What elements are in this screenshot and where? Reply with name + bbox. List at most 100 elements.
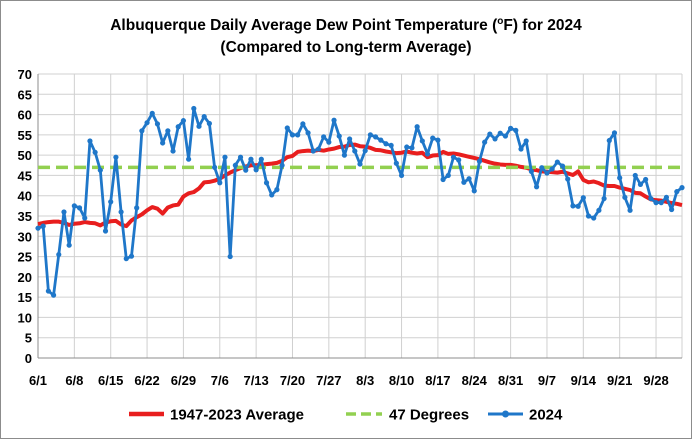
y-tick-label: 0 [25,351,32,366]
data-point-2024 [206,120,212,127]
data-point-2024 [92,149,98,155]
data-point-2024 [565,176,571,182]
data-point-2024 [50,292,57,298]
data-point-2024 [409,145,415,151]
data-point-2024 [637,181,644,187]
x-tick-label: 6/8 [65,373,83,388]
data-point-2024 [663,194,670,200]
data-point-2024 [237,154,244,160]
y-tick-label: 50 [18,148,32,163]
data-point-2024 [191,105,197,112]
data-point-2024 [679,185,685,191]
y-tick-label: 70 [18,67,32,82]
legend-2024-marker [502,410,509,418]
y-tick-label: 25 [18,250,32,265]
legend-2024-label: 2024 [529,407,563,424]
data-point-2024 [617,175,623,181]
data-point-2024 [61,209,67,215]
data-point-2024 [217,180,223,186]
data-point-2024 [461,179,467,185]
data-point-2024 [186,156,192,162]
x-tick-label: 7/13 [243,373,268,388]
data-point-2024 [118,209,124,215]
data-point-2024 [372,134,379,140]
data-point-2024 [611,130,618,136]
data-point-2024 [398,172,405,179]
data-point-2024 [201,114,207,120]
data-point-2024 [341,152,348,158]
y-tick-label: 40 [18,189,32,204]
data-point-2024 [56,251,62,258]
data-point-2024 [211,164,218,170]
data-point-2024 [528,168,534,174]
data-point-2024 [508,125,514,131]
data-point-2024 [66,242,72,248]
data-point-2024 [419,138,425,144]
data-point-2024 [357,161,363,167]
data-point-2024 [456,157,462,163]
data-point-2024 [315,146,322,152]
chart-title-end: F) for 2024 [503,17,582,34]
chart-subtitle: (Compared to Long-term Average) [220,39,471,56]
x-tick-label: 6/15 [98,373,123,388]
data-point-2024 [274,187,280,193]
data-point-2024 [575,203,581,209]
data-point-2024 [305,130,311,136]
data-point-2024 [559,163,566,169]
legend-47-degrees-label: 47 Degrees [389,407,469,424]
data-point-2024 [82,215,88,221]
data-point-2024 [134,205,140,211]
data-point-2024 [596,207,602,213]
data-point-2024 [518,146,524,152]
y-tick-label: 35 [18,209,32,224]
data-point-2024 [232,162,238,168]
data-point-2024 [585,213,592,219]
data-point-2024 [160,140,166,146]
x-tick-label: 6/29 [171,373,196,388]
data-point-2024 [450,154,457,160]
data-point-2024 [139,128,145,134]
data-point-2024 [533,184,540,190]
x-tick-label: 9/14 [571,373,597,388]
data-point-2024 [289,132,296,138]
data-point-2024 [248,156,254,162]
data-point-2024 [487,131,493,137]
data-point-2024 [622,194,628,200]
data-point-2024 [279,162,285,168]
data-point-2024 [523,138,529,144]
data-point-2024 [144,120,150,126]
data-point-2024 [175,124,181,130]
data-point-2024 [149,110,155,116]
data-point-2024 [404,144,410,150]
chart-title-degree: o [497,16,503,27]
y-tick-label: 10 [18,310,32,325]
data-point-2024 [227,253,233,260]
y-tick-label: 60 [18,108,32,123]
data-point-2024 [367,132,373,138]
data-point-2024 [331,117,337,123]
chart-title-main: Albuquerque Daily Average Dew Point Temp… [110,17,498,34]
data-point-2024 [352,148,358,154]
x-tick-label: 8/24 [462,373,488,388]
data-point-2024 [45,288,51,294]
data-point-2024 [513,127,519,133]
data-point-2024 [674,189,680,195]
data-point-2024 [154,121,161,127]
data-point-2024 [196,123,202,129]
y-tick-label: 5 [25,331,32,346]
x-tick-label: 8/31 [498,373,523,388]
data-point-2024 [497,130,503,136]
x-axis-tick-labels: 6/1 6/8 6/15 6/22 6/29 7/6 7/13 7/20 7/27 8/3 8/10… [29,373,669,388]
data-point-2024 [321,134,327,140]
data-point-2024 [492,136,498,142]
data-point-2024 [35,225,41,231]
data-point-2024 [253,167,259,173]
chart-title: Albuquerque Daily Average Dew Point Temp… [110,16,582,34]
data-point-2024 [591,215,597,221]
data-point-2024 [648,195,654,202]
x-tick-label: 9/28 [643,373,668,388]
data-point-2024 [539,165,545,171]
data-point-2024 [570,203,576,209]
series-2024-line [37,107,683,297]
